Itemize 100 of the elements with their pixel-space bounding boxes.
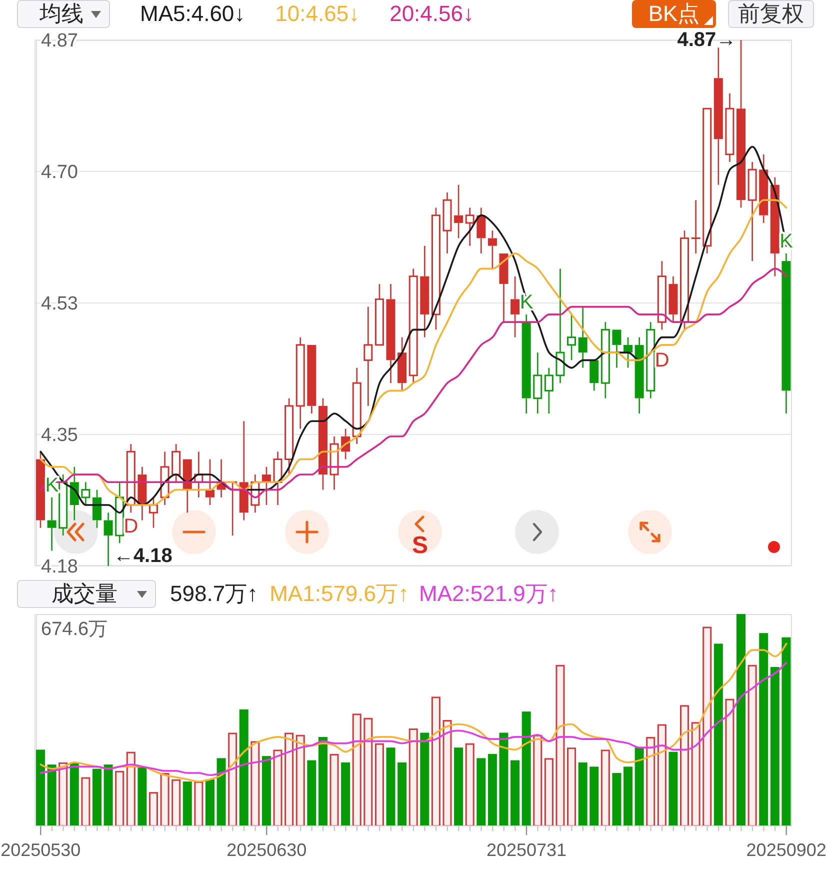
y-tick-label: 4.35 [41, 425, 78, 446]
bar [567, 748, 576, 826]
bar [782, 637, 791, 826]
bar [408, 728, 418, 826]
bar [431, 696, 440, 826]
annotation: 4.87→ [677, 29, 736, 51]
bar [578, 762, 588, 826]
bar [352, 714, 362, 826]
bar [182, 781, 192, 826]
annotation: 674.6万 [41, 619, 108, 640]
bar [239, 709, 248, 826]
bar [81, 777, 90, 826]
annotation: D [124, 516, 138, 538]
button: BK点 [632, 0, 716, 28]
candlestick [420, 245, 430, 338]
candlestick [668, 276, 678, 323]
bar [284, 732, 294, 826]
candlestick [725, 92, 734, 163]
bar [612, 773, 622, 826]
candlestick [476, 207, 486, 254]
bar [194, 781, 204, 826]
candlestick [578, 306, 588, 368]
bar [374, 743, 384, 826]
candlestick [748, 161, 757, 262]
bar [590, 766, 599, 826]
bar [522, 712, 531, 826]
candlestick [454, 184, 464, 239]
line-series [40, 268, 788, 498]
bar [533, 734, 542, 826]
candlestick [465, 207, 474, 246]
annotation: S [412, 532, 428, 559]
candlestick [690, 199, 702, 254]
candlestick [533, 352, 542, 414]
bar [36, 750, 45, 826]
bar [318, 736, 328, 826]
x-tick-label: 20250731 [486, 840, 567, 860]
annotation: D [654, 350, 670, 372]
bar [58, 762, 68, 826]
text: 598.7万↑ [170, 581, 258, 606]
bar [115, 770, 124, 826]
bar [499, 732, 508, 826]
chart-title: 均线 [40, 1, 84, 26]
text: MA5:4.60↓ [140, 1, 246, 26]
y-tick-label: 4.87 [41, 30, 78, 52]
candlestick [634, 336, 644, 414]
bar [296, 734, 305, 826]
bar [307, 760, 316, 826]
bar [216, 758, 226, 826]
bar [736, 614, 746, 826]
bar [668, 752, 678, 826]
bar [420, 732, 430, 826]
bar [70, 762, 79, 826]
x-tick-label: 20250902 [746, 840, 826, 860]
bar [386, 748, 396, 826]
bar [725, 698, 734, 826]
dropdown: 均线 [17, 0, 110, 28]
bar [228, 732, 238, 826]
text: MA1:579.6万↑ [270, 581, 409, 606]
bar [341, 762, 350, 826]
dropdown: 成交量 [17, 580, 156, 608]
candlestick [104, 512, 113, 566]
bar [330, 754, 339, 826]
candlestick [408, 268, 418, 384]
candlestick [81, 481, 90, 506]
bar [172, 779, 181, 826]
x-tick-label: 20250530 [0, 840, 81, 860]
bar [250, 741, 260, 826]
candlestick [352, 367, 362, 445]
bar [454, 748, 464, 826]
x-tick-label: 20250630 [226, 840, 307, 860]
bar [476, 758, 486, 826]
bar [126, 752, 136, 826]
candlestick [567, 314, 576, 361]
bar [759, 633, 768, 826]
chart-title: 成交量 [52, 581, 118, 606]
bar [488, 754, 497, 826]
bar [544, 758, 554, 826]
bar [273, 750, 282, 826]
candlestick [522, 314, 531, 414]
candlestick [646, 321, 656, 399]
y-tick-label: 4.18 [41, 556, 78, 578]
bar [104, 764, 113, 826]
bar [398, 762, 407, 826]
candlestick [556, 268, 565, 384]
bar [92, 768, 102, 826]
bar [748, 664, 757, 826]
bar [770, 667, 780, 826]
bar [714, 644, 723, 826]
y-tick-label: 4.70 [41, 162, 78, 184]
bar [600, 750, 610, 826]
text: 10:4.65↓ [275, 1, 360, 26]
bar [205, 779, 214, 826]
bar [680, 705, 690, 826]
candlestick [364, 306, 373, 407]
candlestick [296, 336, 305, 430]
bar [442, 720, 452, 826]
bar [646, 736, 656, 826]
candlestick [386, 283, 396, 384]
bar [702, 626, 712, 826]
bar [510, 760, 520, 826]
